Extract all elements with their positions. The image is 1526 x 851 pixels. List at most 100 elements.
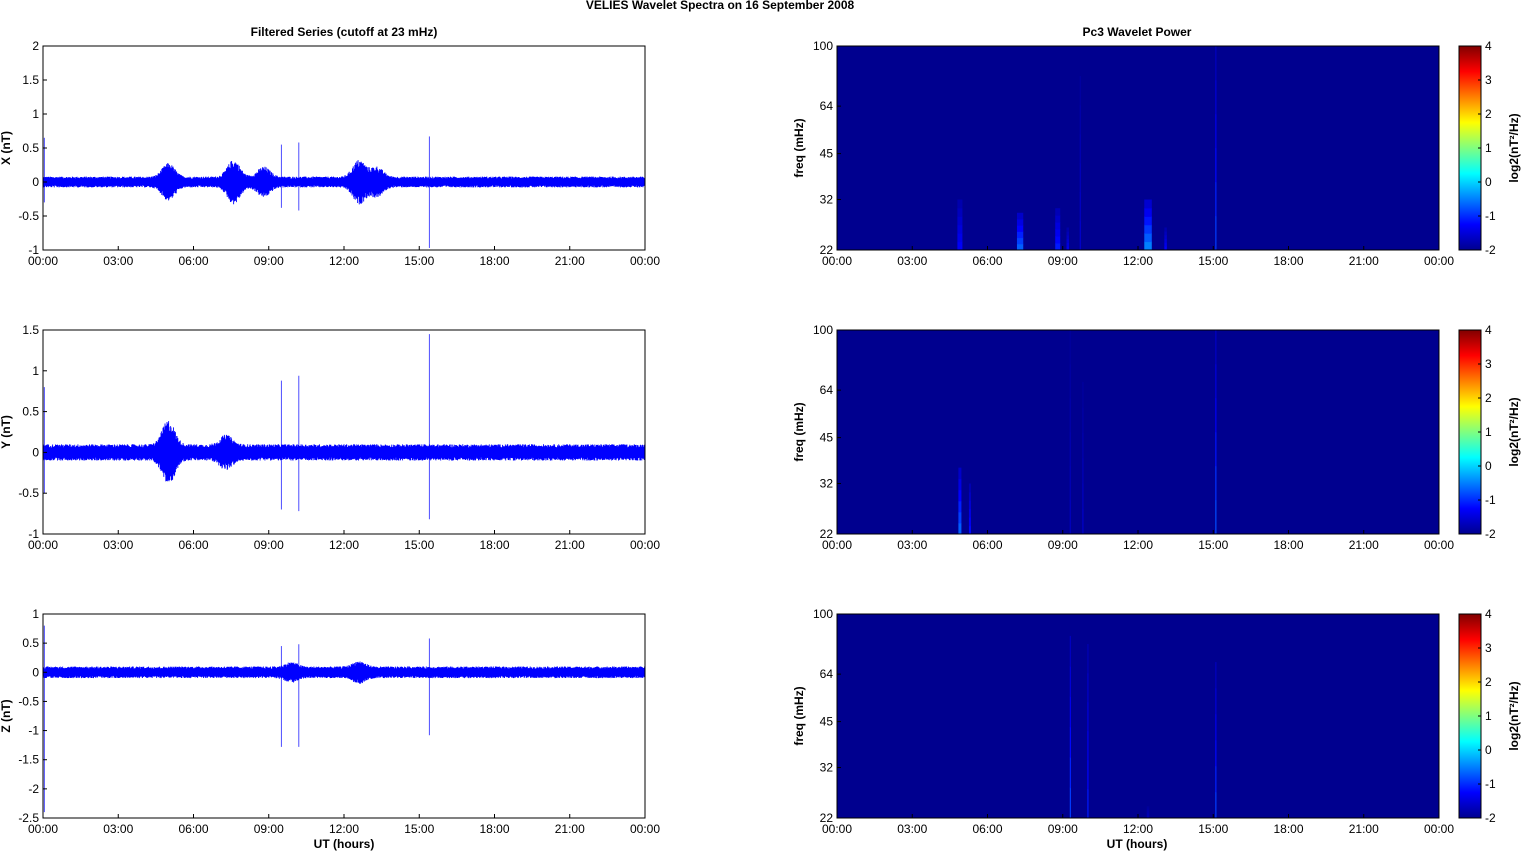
colorbar-tick-label: 1 xyxy=(1485,709,1492,723)
wavelet-xtick-label: 00:00 xyxy=(1424,538,1454,552)
wavelet-power-feature xyxy=(1215,792,1217,819)
timeseries-xtick-label: 06:00 xyxy=(178,822,208,836)
colorbar-gradient xyxy=(1458,613,1482,819)
wavelet-xtick-label: 15:00 xyxy=(1198,822,1228,836)
timeseries-ytick-label: -0.5 xyxy=(18,486,39,500)
colorbar-tick-label: 4 xyxy=(1485,39,1492,53)
wavelet-ytick-label: 22 xyxy=(820,811,834,825)
timeseries-ytick-label: 0.5 xyxy=(22,141,39,155)
wavelet-ytick-label: 22 xyxy=(820,243,834,257)
wavelet-power-feature xyxy=(1164,238,1167,243)
left-xlabel: UT (hours) xyxy=(314,837,375,851)
timeseries-ylabel: X (nT) xyxy=(0,131,13,165)
wavelet-power-feature xyxy=(1066,227,1070,232)
colorbar-tick-label: 4 xyxy=(1485,323,1492,337)
wavelet-power-feature xyxy=(1215,364,1217,399)
wavelet-xtick-label: 15:00 xyxy=(1198,254,1228,268)
wavelet-xtick-label: 06:00 xyxy=(972,538,1002,552)
wavelet-xtick-label: 15:00 xyxy=(1198,538,1228,552)
timeseries-trace xyxy=(42,160,646,205)
wavelet-power-feature xyxy=(1164,231,1167,236)
wavelet-power-feature xyxy=(1144,233,1152,243)
wavelet-power-feature xyxy=(957,207,963,217)
timeseries-axes-frame xyxy=(42,45,646,251)
wavelet-power-feature xyxy=(1069,398,1071,433)
colorbar-tick-label: 3 xyxy=(1485,73,1492,87)
colorbar: -2 -1 0 1 2 3 4 log2(nT²/Hz) xyxy=(1458,607,1521,825)
colorbar-tick-label: 0 xyxy=(1485,459,1492,473)
wavelet-power-feature xyxy=(1082,457,1084,484)
wavelet-power-feature xyxy=(1146,806,1150,809)
wavelet-xtick-label: 06:00 xyxy=(972,822,1002,836)
colorbar-tick-label: 2 xyxy=(1485,391,1492,405)
wavelet-power-feature xyxy=(1016,212,1024,220)
timeseries-ytick-label: -2 xyxy=(28,782,39,796)
wavelet-ylabel: freq (mHz) xyxy=(792,402,806,461)
wavelet-power-feature xyxy=(968,508,971,518)
timeseries-xtick-label: 09:00 xyxy=(254,254,284,268)
wavelet-xtick-label: 00:00 xyxy=(822,822,852,836)
wavelet-power-feature xyxy=(1087,731,1089,761)
wavelet-xtick-label: 21:00 xyxy=(1349,822,1379,836)
wavelet-power-feature xyxy=(1164,234,1167,240)
colorbar-tick-label: 3 xyxy=(1485,357,1492,371)
timeseries-ytick-label: -1 xyxy=(28,724,39,738)
wavelet-power-feature xyxy=(1215,500,1217,535)
timeseries-xtick-label: 03:00 xyxy=(103,254,133,268)
wavelet-power-feature xyxy=(1055,229,1061,237)
wavelet-power-feature xyxy=(1215,398,1217,433)
wavelet-xtick-label: 03:00 xyxy=(897,822,927,836)
wavelet-power-feature xyxy=(1144,224,1152,234)
timeseries-ytick-label: 1 xyxy=(32,107,39,121)
timeseries-ytick-label: -1.5 xyxy=(18,753,39,767)
wavelet-ytick-label: 32 xyxy=(820,193,834,207)
wavelet-power-feature xyxy=(1144,199,1152,209)
wavelet-power-feature xyxy=(1146,812,1150,815)
wavelet-power-feature xyxy=(1016,243,1024,251)
wavelet-xtick-label: 00:00 xyxy=(1424,822,1454,836)
wavelet-power-feature xyxy=(968,517,971,527)
colorbar-tick-label: -1 xyxy=(1485,209,1496,223)
timeseries-xtick-label: 15:00 xyxy=(404,254,434,268)
timeseries-xtick-label: 12:00 xyxy=(329,538,359,552)
timeseries-ytick-label: 0.5 xyxy=(22,405,39,419)
colorbar-tick-label: -1 xyxy=(1485,493,1496,507)
wavelet-power-feature xyxy=(1016,237,1024,245)
wavelet-power-feature xyxy=(1066,234,1070,240)
timeseries-xtick-label: 21:00 xyxy=(555,822,585,836)
wavelet-power-feature xyxy=(1087,644,1089,674)
colorbar-tick-label: 3 xyxy=(1485,641,1492,655)
wavelet-xtick-label: 18:00 xyxy=(1273,538,1303,552)
timeseries-panel-y: -1 -0.5 0 0.5 1 1.5 00:00 03:00 06:00 09:00 12:00 1… xyxy=(0,323,660,552)
wavelet-power-feature xyxy=(1087,789,1089,819)
wavelet-xtick-label: 00:00 xyxy=(1424,254,1454,268)
wavelet-power-feature xyxy=(1055,236,1061,244)
timeseries-xtick-label: 00:00 xyxy=(630,822,660,836)
wavelet-power-feature xyxy=(958,489,962,502)
timeseries-xtick-label: 12:00 xyxy=(329,822,359,836)
wavelet-background xyxy=(837,330,1439,534)
wavelet-ytick-label: 22 xyxy=(820,527,834,541)
wavelet-power-feature xyxy=(1164,227,1167,232)
wavelet-xtick-label: 09:00 xyxy=(1048,254,1078,268)
wavelet-power-feature xyxy=(1164,246,1167,251)
wavelet-power-feature xyxy=(1082,432,1084,459)
timeseries-xtick-label: 18:00 xyxy=(479,254,509,268)
wavelet-xtick-label: 12:00 xyxy=(1123,538,1153,552)
timeseries-ytick-label: 0.5 xyxy=(22,636,39,650)
wavelet-xtick-label: 06:00 xyxy=(972,254,1002,268)
wavelet-power-feature xyxy=(1087,702,1089,732)
wavelet-power-feature xyxy=(957,224,963,234)
colorbar-tick-label: 0 xyxy=(1485,743,1492,757)
wavelet-power-feature xyxy=(968,491,971,501)
wavelet-power-feature xyxy=(1087,760,1089,790)
wavelet-ytick-label: 100 xyxy=(813,607,833,621)
right-column-title: Pc3 Wavelet Power xyxy=(1083,25,1192,39)
wavelet-ytick-label: 64 xyxy=(820,667,834,681)
wavelet-xtick-label: 21:00 xyxy=(1349,538,1379,552)
timeseries-ytick-label: -0.5 xyxy=(18,209,39,223)
wavelet-power-feature xyxy=(1215,80,1217,115)
wavelet-power-feature xyxy=(1144,207,1152,217)
wavelet-power-feature xyxy=(1215,466,1217,501)
wavelet-xtick-label: 12:00 xyxy=(1123,822,1153,836)
